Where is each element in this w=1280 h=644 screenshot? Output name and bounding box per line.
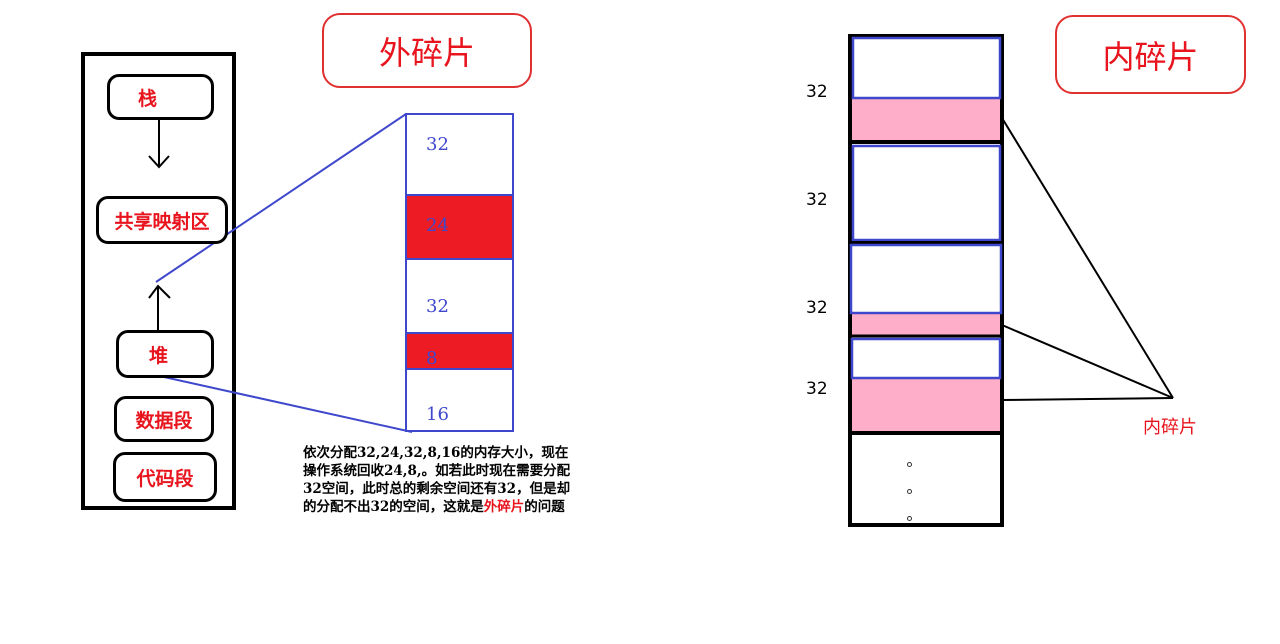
segment-stack-label: 栈 [138,87,158,110]
segment-shared-map: 共享映射区 [96,196,228,244]
heap-block-label: 16 [426,404,449,425]
segment-stack: 栈 [107,74,214,120]
ellipsis-dot [907,462,912,467]
zoom-line-top [155,113,407,283]
segment-shared-map-label: 共享映射区 [114,210,210,233]
freed-block-24 [405,194,514,260]
internal-block-label: 32 [806,190,828,210]
description-line: 依次分配32,24,32,8,16的内存大小，现在 [303,445,569,461]
pointer-line-1 [1001,117,1174,399]
used-area-3 [849,243,1003,315]
used-area-4 [850,337,1002,380]
heap-detail-column [405,113,514,432]
description-line: 的分配不出32的空间，这就是外碎片的问题 [303,499,565,515]
internal-block-label: 32 [806,82,828,102]
internal-block-label: 32 [806,298,828,318]
segment-data: 数据段 [114,396,214,442]
waste-area-1 [852,98,1000,141]
segment-data-label: 数据段 [135,409,193,432]
segment-heap-label: 堆 [149,344,169,367]
segment-code-label: 代码段 [136,467,194,490]
internal-block-label: 32 [806,379,828,399]
pointer-line-3 [1001,397,1174,401]
internal-fragment-pointer-label: 内碎片 [1143,417,1197,438]
used-area-1 [851,36,1002,100]
ellipsis-dot [907,489,912,494]
memory-layout-frame [81,52,236,510]
freed-block-8 [405,332,514,370]
heap-block-label: 32 [426,296,449,317]
heap-block-label: 32 [426,134,449,155]
heap-block-label: 8 [426,348,438,369]
description-line: 操作系统回收24,8,。如若此时现在需要分配 [303,463,571,479]
waste-area-4 [852,378,1000,432]
zoom-line-bottom [163,376,413,433]
segment-code: 代码段 [113,452,217,502]
external-fragment-title: 外碎片 [322,13,532,88]
waste-area-3 [852,313,1000,336]
segment-heap: 堆 [116,330,214,378]
description-line: 32空间，此时总的剩余空间还有32，但是却 [303,481,571,497]
internal-fragment-title: 内碎片 [1055,15,1246,94]
description-highlight: 外碎片 [483,499,525,515]
heap-block-label: 24 [426,215,449,236]
used-area-2 [851,144,1002,242]
ellipsis-dot [907,516,912,521]
external-fragment-description: 依次分配32,24,32,8,16的内存大小，现在 操作系统回收24,8,。如若… [303,444,648,516]
pointer-line-2 [1001,324,1174,399]
